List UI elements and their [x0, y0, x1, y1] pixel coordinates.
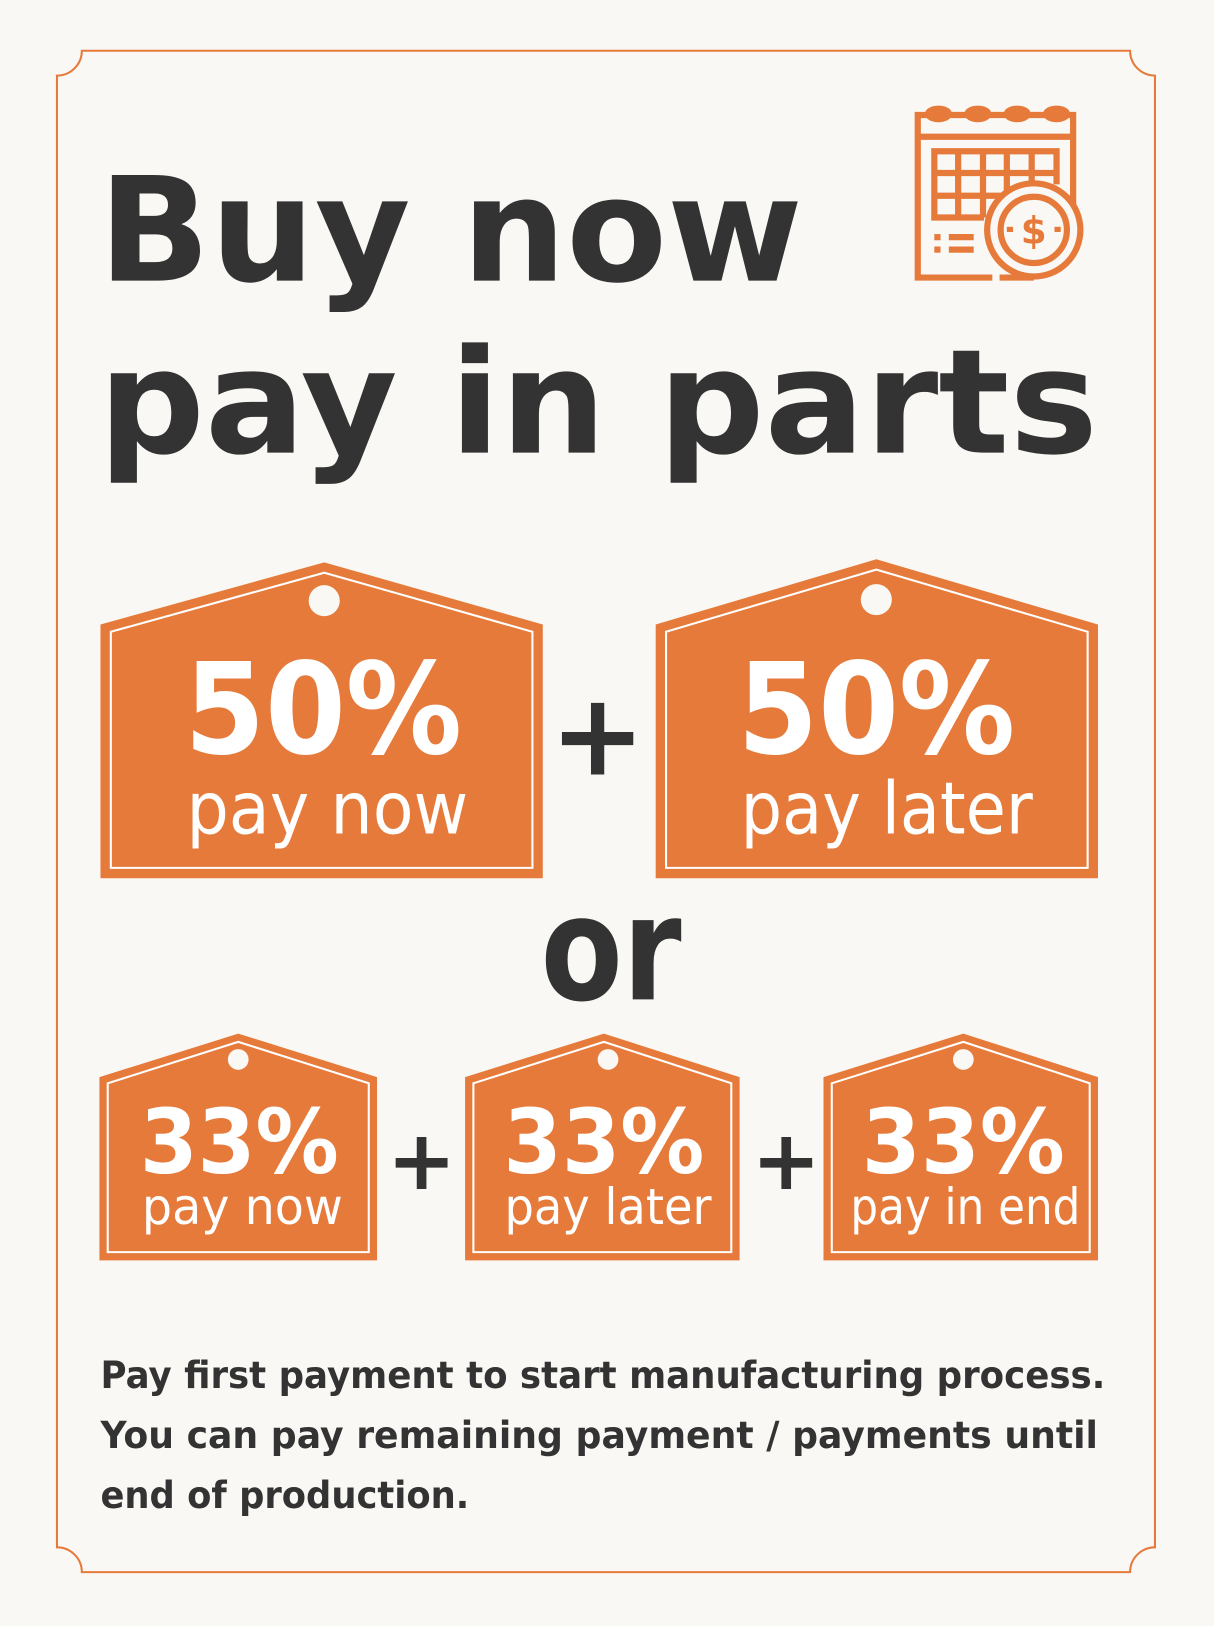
tag-percent: 33%: [862, 1090, 1065, 1194]
title-line-1: Buy now: [98, 147, 802, 316]
separator-or: or: [541, 865, 682, 1034]
title-line-2: pay in parts: [98, 319, 1098, 488]
tag-label: pay later: [504, 1178, 712, 1236]
plus-sign: +: [387, 1112, 456, 1209]
plus-sign: +: [550, 669, 645, 802]
price-tag: 33% pay in end: [823, 1033, 1098, 1261]
footer-line-2: You can pay remaining payment / payments…: [100, 1413, 1098, 1457]
footer-line-3: end of production.: [100, 1473, 469, 1517]
tag-percent: 33%: [140, 1090, 339, 1194]
price-tag: 33% pay later: [465, 1033, 740, 1261]
tag-percent: 50%: [184, 636, 462, 783]
price-tag: 33% pay now: [99, 1033, 378, 1261]
tag-label: pay now: [142, 1178, 343, 1236]
dollar-sign: $: [1021, 208, 1047, 252]
decorative-frame: [55, 49, 1156, 1574]
footer-line-1: Pay first payment to start manufacturing…: [100, 1353, 1105, 1397]
tag-label: pay in end: [850, 1178, 1080, 1236]
price-tag: 50% pay later: [655, 559, 1098, 879]
calendar-dollar-icon: [914, 105, 1084, 281]
tag-percent: 33%: [503, 1090, 704, 1194]
plus-sign: +: [751, 1112, 820, 1209]
tag-label: pay later: [741, 768, 1033, 852]
price-tag: 50% pay now: [100, 562, 543, 879]
tag-label: pay now: [186, 768, 468, 852]
tag-percent: 50%: [738, 636, 1016, 783]
